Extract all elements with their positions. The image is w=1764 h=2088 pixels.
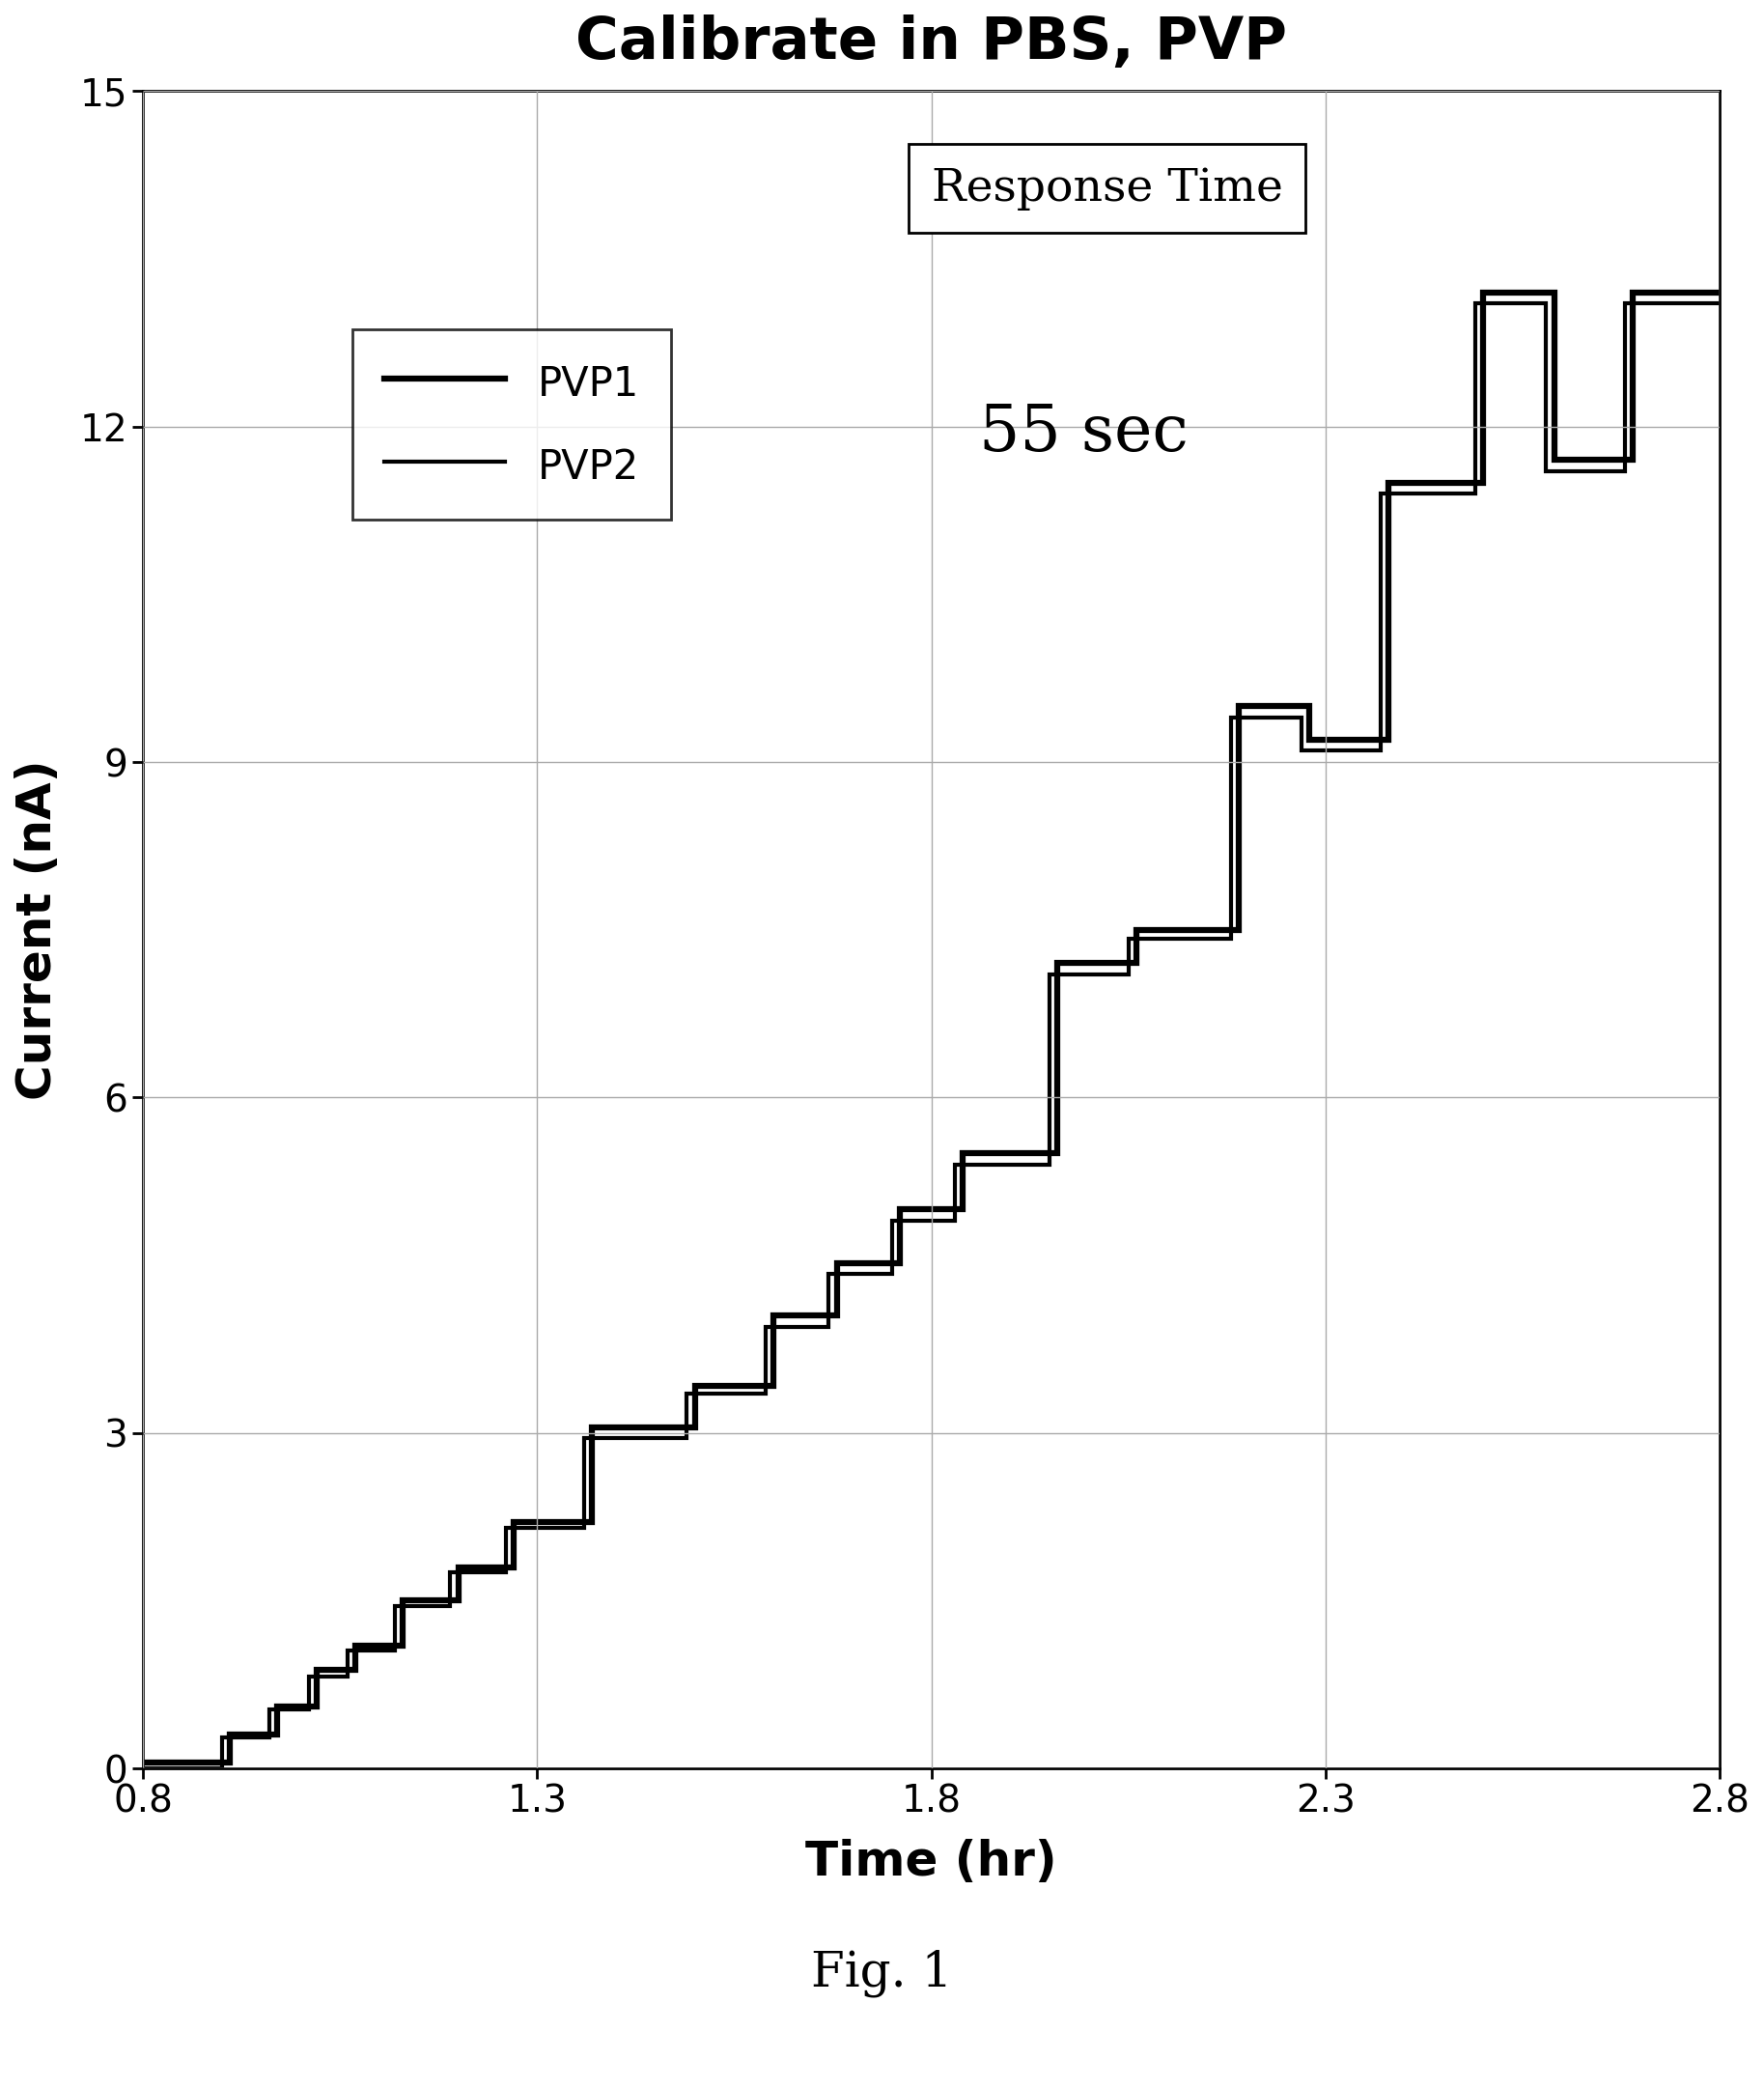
PVP1 bbox=[684, 1374, 706, 1399]
Y-axis label: Current (nA): Current (nA) bbox=[14, 760, 60, 1100]
PVP1 bbox=[1623, 447, 1644, 472]
PVP2 bbox=[496, 1560, 517, 1585]
PVP2 bbox=[676, 1382, 697, 1407]
Title: Calibrate in PBS, PVP: Calibrate in PBS, PVP bbox=[575, 15, 1288, 71]
PVP2 bbox=[1614, 459, 1635, 484]
X-axis label: Time (hr): Time (hr) bbox=[806, 1840, 1057, 1885]
PVP2 bbox=[132, 1756, 153, 1781]
PVP2 bbox=[818, 1261, 840, 1286]
Line: PVP1: PVP1 bbox=[143, 292, 1720, 1762]
Text: Response Time: Response Time bbox=[931, 167, 1282, 211]
PVP1 bbox=[503, 1556, 524, 1581]
Line: PVP2: PVP2 bbox=[143, 303, 1720, 1769]
PVP1 bbox=[1709, 280, 1730, 305]
PVP2 bbox=[1709, 290, 1730, 315]
PVP1 bbox=[132, 1750, 153, 1775]
PVP2 bbox=[1464, 290, 1485, 315]
PVP2 bbox=[1464, 480, 1485, 505]
Legend: PVP1, PVP2: PVP1, PVP2 bbox=[353, 330, 670, 520]
Text: 55 sec: 55 sec bbox=[979, 401, 1187, 464]
PVP1 bbox=[1473, 470, 1494, 495]
PVP1 bbox=[1473, 280, 1494, 305]
PVP1 bbox=[826, 1251, 847, 1276]
Text: Fig. 1: Fig. 1 bbox=[811, 1950, 953, 1996]
PVP2 bbox=[385, 1593, 406, 1618]
PVP1 bbox=[393, 1589, 415, 1614]
